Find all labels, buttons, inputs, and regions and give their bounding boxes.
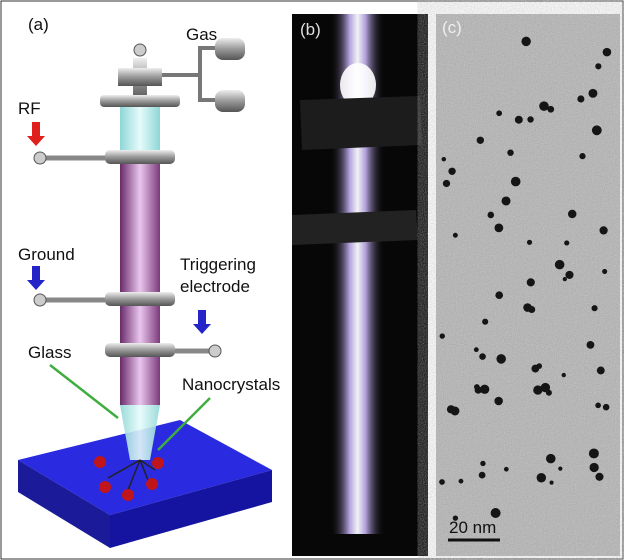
glass-top <box>120 105 160 155</box>
label: RF <box>18 99 41 118</box>
particle <box>588 89 597 98</box>
particle <box>603 404 610 411</box>
particle <box>480 385 489 394</box>
particle <box>595 403 601 409</box>
particle <box>597 367 605 375</box>
ground-arrow <box>27 266 45 290</box>
particle <box>546 454 556 464</box>
ground-terminal <box>34 294 46 306</box>
particle <box>496 354 506 364</box>
particle <box>537 473 546 482</box>
particle <box>453 233 458 238</box>
particle <box>527 278 535 286</box>
rf-terminal <box>34 152 46 164</box>
label: Ground <box>18 245 75 264</box>
particle <box>474 384 480 390</box>
particle <box>536 363 542 369</box>
particle <box>603 48 612 57</box>
scale-label: 20 nm <box>449 518 496 537</box>
particle <box>579 153 585 159</box>
particle <box>448 168 455 175</box>
figure: (a) Gas RF Ground Triggering electrode G… <box>0 0 624 560</box>
particle <box>479 472 486 479</box>
panel-a: (a) Gas RF Ground Triggering electrode G… <box>18 15 280 548</box>
particle <box>589 448 599 458</box>
label: Triggering <box>180 255 256 274</box>
particle <box>558 467 562 471</box>
particle <box>480 461 485 466</box>
particle <box>450 407 459 416</box>
particle <box>587 341 595 349</box>
particle <box>555 260 565 270</box>
electrode-band <box>300 96 422 150</box>
particle <box>589 463 598 472</box>
rf-ring <box>105 150 175 164</box>
plasma-tube <box>120 155 160 405</box>
particle <box>562 373 566 377</box>
particle <box>443 180 450 187</box>
particle <box>564 240 569 245</box>
particle <box>479 353 486 360</box>
ground-ring <box>105 292 175 306</box>
particle <box>527 240 532 245</box>
particle <box>595 63 601 69</box>
particle <box>527 116 533 122</box>
panel-label: (c) <box>442 18 462 37</box>
particle <box>595 473 603 481</box>
particle <box>507 149 513 155</box>
particle <box>521 37 530 46</box>
particle <box>474 347 479 352</box>
gas-lines <box>162 48 215 100</box>
particle <box>515 116 523 124</box>
panel-c: 20 nm (c) <box>436 14 620 556</box>
panel-label: (a) <box>28 15 49 34</box>
label: electrode <box>180 277 250 296</box>
particle <box>504 467 509 472</box>
label: Gas <box>186 25 217 44</box>
particle <box>442 157 446 161</box>
particle <box>549 481 553 485</box>
panel-b: (b) <box>292 14 428 556</box>
particle <box>482 319 488 325</box>
gas-valve <box>215 90 245 112</box>
particle <box>511 177 521 187</box>
label: Nanocrystals <box>182 375 280 394</box>
glass-pointer <box>50 365 118 418</box>
particle <box>565 271 573 279</box>
trigger-terminal <box>209 345 221 357</box>
trigger-arrow <box>193 310 211 334</box>
particle <box>491 508 501 518</box>
label: Glass <box>28 343 71 362</box>
particle <box>459 479 464 484</box>
particle <box>528 306 535 313</box>
particle <box>602 269 607 274</box>
particle <box>494 397 503 406</box>
knob <box>134 44 146 56</box>
particle <box>592 125 602 135</box>
particle <box>592 305 598 311</box>
particle <box>494 224 503 233</box>
particle <box>563 277 567 281</box>
particle <box>577 95 584 102</box>
particle <box>502 196 511 205</box>
trigger-ring <box>105 343 175 357</box>
particle <box>496 110 502 116</box>
particle <box>541 383 550 392</box>
particle <box>495 291 503 299</box>
particle <box>440 333 445 338</box>
top-flange <box>100 95 180 107</box>
particle <box>439 479 445 485</box>
rf-arrow <box>27 122 45 146</box>
particle <box>539 101 549 111</box>
gas-valve <box>215 38 245 60</box>
particle <box>477 137 484 144</box>
particle <box>599 226 607 234</box>
electrode-band <box>292 210 418 245</box>
panel-label: (b) <box>300 20 321 39</box>
cap <box>118 68 162 86</box>
particle <box>488 212 495 219</box>
particle <box>568 210 577 219</box>
